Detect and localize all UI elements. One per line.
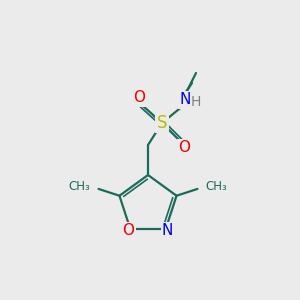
Text: CH₃: CH₃ — [206, 180, 227, 194]
Text: N: N — [162, 223, 173, 238]
Text: N: N — [179, 92, 191, 107]
Text: H: H — [191, 95, 201, 109]
Text: O: O — [122, 223, 134, 238]
Text: O: O — [178, 140, 190, 155]
Text: O: O — [133, 91, 145, 106]
Text: CH₃: CH₃ — [69, 180, 91, 194]
Text: S: S — [157, 114, 167, 132]
